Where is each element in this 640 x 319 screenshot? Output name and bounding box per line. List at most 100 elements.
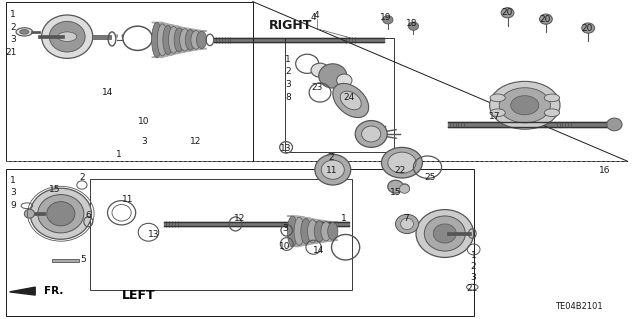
Ellipse shape xyxy=(287,216,298,247)
Text: 11: 11 xyxy=(122,195,134,204)
Polygon shape xyxy=(163,53,179,55)
Ellipse shape xyxy=(396,214,419,234)
Ellipse shape xyxy=(355,121,387,147)
Ellipse shape xyxy=(340,91,361,110)
Text: 2: 2 xyxy=(285,67,291,76)
Polygon shape xyxy=(301,243,318,244)
Polygon shape xyxy=(214,38,384,42)
Ellipse shape xyxy=(433,224,456,243)
Text: FR.: FR. xyxy=(44,286,63,296)
Text: 25: 25 xyxy=(424,173,436,182)
Circle shape xyxy=(16,28,33,36)
Ellipse shape xyxy=(152,22,162,57)
Polygon shape xyxy=(308,242,324,243)
Ellipse shape xyxy=(319,64,347,88)
Ellipse shape xyxy=(381,147,422,178)
Ellipse shape xyxy=(501,8,514,18)
Polygon shape xyxy=(10,287,35,295)
Ellipse shape xyxy=(49,21,85,52)
Ellipse shape xyxy=(315,154,351,185)
Polygon shape xyxy=(152,56,168,57)
Ellipse shape xyxy=(399,184,410,193)
Circle shape xyxy=(544,109,559,116)
Text: 2: 2 xyxy=(471,262,476,271)
Ellipse shape xyxy=(294,217,305,245)
Text: 15: 15 xyxy=(49,185,60,194)
Circle shape xyxy=(58,32,77,41)
Ellipse shape xyxy=(308,220,318,243)
Text: 3: 3 xyxy=(283,224,288,233)
Bar xyxy=(6,2,253,161)
Text: 13: 13 xyxy=(280,144,291,153)
Text: 19: 19 xyxy=(380,13,392,22)
Polygon shape xyxy=(157,55,173,56)
Bar xyxy=(38,35,64,38)
Ellipse shape xyxy=(301,219,311,244)
Text: 16: 16 xyxy=(599,166,611,175)
Polygon shape xyxy=(157,24,173,25)
Text: 1: 1 xyxy=(10,10,15,19)
Text: 1: 1 xyxy=(341,214,346,223)
Text: RIGHT: RIGHT xyxy=(269,19,312,32)
Text: 5: 5 xyxy=(81,256,86,264)
Text: 3: 3 xyxy=(141,137,147,146)
Text: TE04B2101: TE04B2101 xyxy=(556,302,603,311)
Ellipse shape xyxy=(499,88,550,123)
Bar xyxy=(447,232,471,235)
Text: 21: 21 xyxy=(467,284,478,293)
Polygon shape xyxy=(287,245,305,247)
Ellipse shape xyxy=(362,126,381,142)
Text: 23: 23 xyxy=(311,83,323,92)
Text: 3: 3 xyxy=(285,80,291,89)
Ellipse shape xyxy=(416,210,474,257)
Text: 3: 3 xyxy=(471,273,476,282)
Ellipse shape xyxy=(582,23,595,33)
Text: 12: 12 xyxy=(234,214,246,223)
Ellipse shape xyxy=(311,63,329,77)
Ellipse shape xyxy=(540,14,552,24)
Polygon shape xyxy=(174,28,190,29)
Text: 9: 9 xyxy=(10,201,15,210)
Polygon shape xyxy=(168,52,184,53)
Text: 20: 20 xyxy=(582,24,593,33)
Ellipse shape xyxy=(337,74,352,87)
Ellipse shape xyxy=(30,188,92,239)
Circle shape xyxy=(490,109,506,116)
Text: 21: 21 xyxy=(6,48,17,57)
Ellipse shape xyxy=(42,15,93,58)
Text: 2: 2 xyxy=(10,23,15,32)
Polygon shape xyxy=(321,240,338,241)
Polygon shape xyxy=(308,220,324,221)
Circle shape xyxy=(490,94,506,102)
Polygon shape xyxy=(294,244,311,245)
Text: 10: 10 xyxy=(138,117,150,126)
Text: 20: 20 xyxy=(501,8,513,17)
Ellipse shape xyxy=(157,24,168,56)
Text: 20: 20 xyxy=(540,15,551,24)
Text: 3: 3 xyxy=(10,189,15,197)
Polygon shape xyxy=(164,222,349,226)
Ellipse shape xyxy=(186,30,196,50)
Text: 1: 1 xyxy=(10,176,15,185)
Text: 10: 10 xyxy=(279,242,291,251)
Polygon shape xyxy=(180,50,196,51)
Text: 8: 8 xyxy=(285,93,291,102)
Bar xyxy=(31,212,45,215)
Ellipse shape xyxy=(408,22,419,30)
Polygon shape xyxy=(180,29,196,30)
Circle shape xyxy=(544,94,559,102)
Text: 4: 4 xyxy=(314,11,319,20)
Text: 11: 11 xyxy=(326,166,337,174)
Text: 22: 22 xyxy=(394,166,406,175)
Text: 3: 3 xyxy=(10,35,15,44)
Text: 2: 2 xyxy=(329,153,334,162)
Ellipse shape xyxy=(321,160,344,179)
Text: LEFT: LEFT xyxy=(122,289,156,301)
Ellipse shape xyxy=(38,195,84,233)
Text: 1: 1 xyxy=(285,55,291,63)
Ellipse shape xyxy=(24,209,35,218)
Text: 24: 24 xyxy=(343,93,355,102)
Ellipse shape xyxy=(388,152,416,173)
Polygon shape xyxy=(191,48,207,49)
Ellipse shape xyxy=(163,25,173,55)
